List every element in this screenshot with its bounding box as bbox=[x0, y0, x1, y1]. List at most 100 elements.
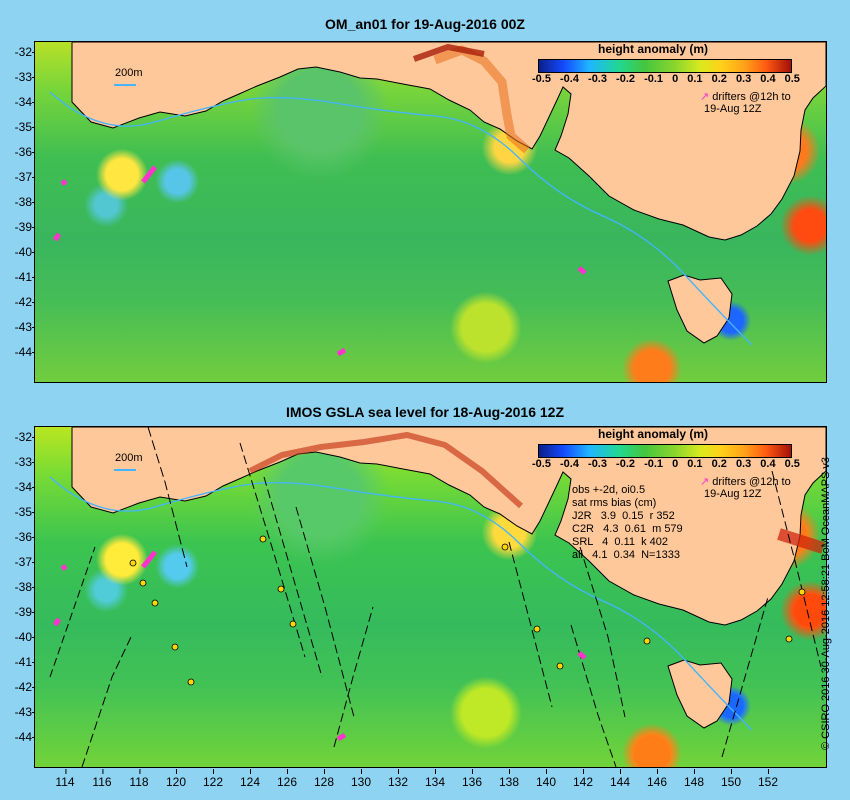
top-colorbar-tick: 0.3 bbox=[735, 73, 752, 85]
bottom-drifter-legend: ↗ drifters @12h to 19-Aug 12Z bbox=[700, 475, 791, 500]
bottom-colorbar-tick: 0.2 bbox=[711, 458, 727, 470]
stats-line6: all 4.1 0.34 N=1333 bbox=[572, 549, 680, 561]
drifter-arrow-icon: ↗ bbox=[700, 91, 710, 103]
top-colorbar-tick: 0.4 bbox=[760, 73, 776, 85]
bottom-bathymetry-scale-label: 200m bbox=[115, 452, 143, 464]
top-colorbar-tick: -0.4 bbox=[560, 73, 579, 85]
x-tick: 130 bbox=[350, 769, 372, 789]
x-tick: 134 bbox=[424, 769, 446, 789]
x-tick: 120 bbox=[165, 769, 187, 789]
x-tick: 122 bbox=[202, 769, 224, 789]
bottom-y-tick: -40 bbox=[4, 631, 35, 643]
x-tick: 148 bbox=[683, 769, 705, 789]
x-tick: 132 bbox=[387, 769, 409, 789]
bottom-colorbar-tick: 0.4 bbox=[760, 458, 776, 470]
top-bathymetry-scale-label: 200m bbox=[115, 67, 143, 79]
drifter-arrow-icon: ↗ bbox=[700, 476, 710, 488]
bottom-colorbar-tick: -0.5 bbox=[532, 458, 551, 470]
top-map-title: OM_an01 for 19-Aug-2016 00Z bbox=[325, 16, 525, 32]
bottom-land-overlay bbox=[49, 427, 826, 731]
top-bathymetry-scale-line bbox=[114, 84, 136, 86]
top-land-overlay bbox=[49, 42, 826, 346]
x-axis: 114 116 118 120 122 124 126 128 130 132 … bbox=[34, 769, 825, 793]
top-color-bar bbox=[538, 59, 792, 73]
bottom-y-tick: -39 bbox=[4, 606, 35, 618]
bottom-colorbar-tick: 0.5 bbox=[784, 458, 800, 470]
stats-line2: sat rms bias (cm) bbox=[572, 497, 657, 509]
bottom-map-title: IMOS GSLA sea level for 18-Aug-2016 12Z bbox=[285, 404, 565, 420]
top-y-tick: -43 bbox=[4, 321, 35, 333]
top-colorbar-tick: -0.5 bbox=[532, 73, 551, 85]
bottom-colorbar-ticks: -0.5 -0.4 -0.3 -0.2 -0.1 0 0.1 0.2 0.3 0… bbox=[532, 458, 800, 470]
bottom-colorbar-tick: 0.3 bbox=[735, 458, 752, 470]
stats-line3: J2R 3.9 0.15 r 352 bbox=[572, 510, 675, 522]
x-tick: 118 bbox=[129, 769, 149, 789]
x-tick: 146 bbox=[646, 769, 668, 789]
x-tick: 142 bbox=[572, 769, 594, 789]
bottom-y-tick: -33 bbox=[4, 456, 35, 468]
x-tick: 138 bbox=[498, 769, 520, 789]
bottom-y-tick: -44 bbox=[4, 731, 35, 743]
top-y-tick: -33 bbox=[4, 71, 35, 83]
satellite-stats: obs +-2d, oi0.5 sat rms bias (cm) J2R 3.… bbox=[572, 484, 683, 562]
bottom-bathymetry-scale-line bbox=[114, 469, 136, 471]
top-y-tick: -40 bbox=[4, 246, 35, 258]
bottom-y-tick: -35 bbox=[4, 506, 35, 518]
stats-line4: C2R 4.3 0.61 m 579 bbox=[572, 523, 683, 535]
bottom-drifter-legend-line1: drifters @12h to bbox=[712, 476, 791, 488]
top-y-tick: -39 bbox=[4, 221, 35, 233]
top-colorbar-tick: 0.2 bbox=[711, 73, 727, 85]
top-y-tick: -34 bbox=[4, 96, 35, 108]
top-colorbar-tick: 0 bbox=[672, 73, 679, 85]
x-tick: 114 bbox=[55, 769, 75, 789]
top-drifter-legend: ↗ drifters @12h to 19-Aug 12Z bbox=[700, 90, 791, 115]
bottom-drifters bbox=[52, 550, 587, 742]
bottom-y-tick: -43 bbox=[4, 706, 35, 718]
bottom-colorbar-tick: -0.2 bbox=[616, 458, 636, 470]
top-colorbar-tick: 0.1 bbox=[687, 73, 703, 85]
top-y-tick: -35 bbox=[4, 121, 35, 133]
top-y-tick: -38 bbox=[4, 196, 35, 208]
bottom-y-tick: -38 bbox=[4, 581, 35, 593]
x-tick: 144 bbox=[609, 769, 631, 789]
x-tick: 152 bbox=[757, 769, 779, 789]
stats-line5: SRL 4 0.11 k 402 bbox=[572, 536, 669, 548]
bottom-map-panel: 200m height anomaly (m) -0.5 -0.4 -0.3 -… bbox=[34, 426, 827, 768]
bottom-y-tick: -41 bbox=[4, 656, 35, 668]
x-tick: 150 bbox=[720, 769, 742, 789]
bottom-y-tick: -36 bbox=[4, 531, 35, 543]
x-tick: 136 bbox=[461, 769, 483, 789]
bottom-colorbar-tick: 0.1 bbox=[687, 458, 703, 470]
top-y-tick: -36 bbox=[4, 146, 35, 158]
top-y-tick: -37 bbox=[4, 171, 35, 183]
bottom-colorbar-tick: -0.4 bbox=[560, 458, 579, 470]
top-legend-title: height anomaly (m) bbox=[598, 42, 709, 56]
top-map-panel: 200m height anomaly (m) -0.5 -0.4 -0.3 -… bbox=[34, 41, 827, 383]
top-y-tick: -41 bbox=[4, 271, 35, 283]
top-y-tick: -42 bbox=[4, 296, 35, 308]
top-y-tick: -32 bbox=[4, 46, 35, 58]
top-drifter-legend-line2: 19-Aug 12Z bbox=[704, 103, 762, 115]
copyright-watermark: © CSIRO 2016 30-Aug-2016 12:58:21 BoM Oc… bbox=[820, 456, 832, 750]
bottom-drifter-legend-line2: 19-Aug 12Z bbox=[704, 488, 762, 500]
stats-line1: obs +-2d, oi0.5 bbox=[572, 484, 646, 496]
bottom-y-tick: -37 bbox=[4, 556, 35, 568]
top-colorbar-ticks: -0.5 -0.4 -0.3 -0.2 -0.1 0 0.1 0.2 0.3 0… bbox=[532, 73, 800, 85]
top-colorbar-tick: -0.1 bbox=[644, 73, 664, 85]
top-y-tick: -44 bbox=[4, 346, 35, 358]
bottom-colorbar-tick: -0.1 bbox=[644, 458, 664, 470]
top-drifters bbox=[52, 165, 587, 357]
satellite-tracks bbox=[49, 427, 822, 767]
bottom-y-tick: -42 bbox=[4, 681, 35, 693]
bottom-y-tick: -34 bbox=[4, 481, 35, 493]
bottom-colorbar-tick: 0 bbox=[672, 458, 679, 470]
x-tick: 126 bbox=[276, 769, 298, 789]
top-y-axis: -32 -33 -34 -35 -36 -37 -38 -39 -40 -41 … bbox=[4, 41, 35, 381]
bottom-color-bar bbox=[538, 444, 792, 458]
top-colorbar-tick: -0.3 bbox=[588, 73, 607, 85]
bottom-colorbar-tick: -0.3 bbox=[588, 458, 607, 470]
x-tick: 140 bbox=[535, 769, 557, 789]
bottom-y-tick: -32 bbox=[4, 431, 35, 443]
top-drifter-legend-line1: drifters @12h to bbox=[712, 91, 791, 103]
top-colorbar-tick: 0.5 bbox=[784, 73, 800, 85]
